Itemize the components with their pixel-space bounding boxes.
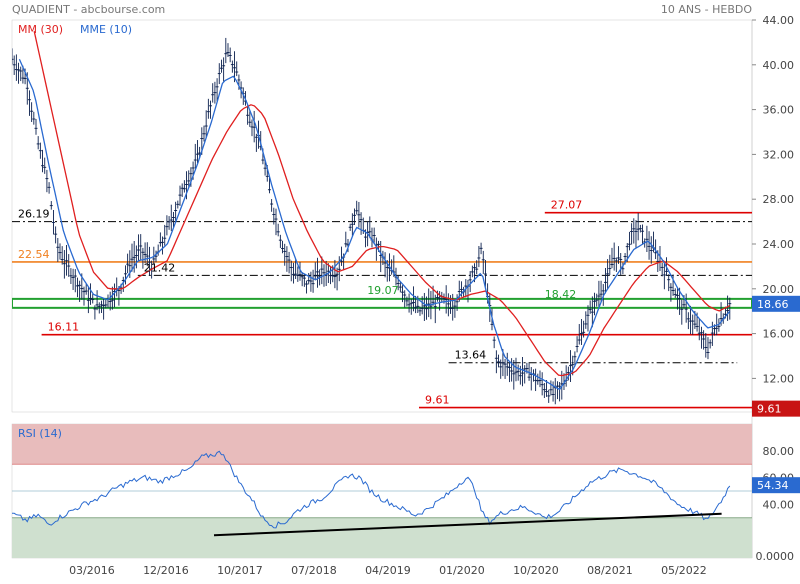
x-tick-label: 10/2017 bbox=[217, 564, 263, 577]
legend-rsi: RSI (14) bbox=[18, 427, 62, 440]
price-y-tick-label: 36.00 bbox=[763, 104, 795, 117]
chart-title: QUADIENT - abcbourse.com bbox=[12, 3, 165, 16]
x-tick-label: 03/2016 bbox=[69, 564, 115, 577]
x-tick-label: 12/2016 bbox=[143, 564, 189, 577]
price-y-tick-label: 12.00 bbox=[763, 372, 795, 385]
current-rsi-badge-text: 54.34 bbox=[757, 479, 789, 492]
level-label-13.64: 13.64 bbox=[455, 349, 487, 362]
rsi-y-tick-label: 0.0000 bbox=[756, 550, 795, 563]
current-rsi-badge-bg bbox=[752, 477, 800, 494]
x-tick-label: 01/2020 bbox=[439, 564, 485, 577]
x-tick-label: 08/2021 bbox=[587, 564, 633, 577]
level-label-16.11: 16.11 bbox=[48, 321, 80, 334]
channel-label-upper: 19.07 bbox=[367, 284, 399, 297]
x-tick-label: 10/2020 bbox=[513, 564, 559, 577]
rsi-oversold-zone bbox=[12, 517, 752, 558]
level-label-26.19: 26.19 bbox=[18, 208, 50, 221]
level-label-27.07: 27.07 bbox=[551, 199, 583, 212]
support-channel bbox=[12, 297, 752, 309]
legend-ema10: MME (10) bbox=[80, 23, 132, 36]
price-y-tick-label: 20.00 bbox=[763, 283, 795, 296]
price-y-tick-label: 44.00 bbox=[763, 14, 795, 27]
current-price-badge-bg bbox=[752, 295, 800, 312]
price-y-tick-label: 32.00 bbox=[763, 148, 795, 161]
channel-label-lower: 18.42 bbox=[545, 288, 577, 301]
rsi-trendline bbox=[213, 512, 722, 537]
rsi-y-tick-label: 80.00 bbox=[763, 445, 795, 458]
price-y-tick-label: 28.00 bbox=[763, 193, 795, 206]
low-level-badge-bg bbox=[752, 400, 800, 417]
price-panel bbox=[11, 19, 753, 413]
ema10-line bbox=[18, 58, 731, 391]
low-level-badge-text: 9.61 bbox=[757, 403, 782, 416]
ma30-line bbox=[33, 31, 731, 377]
rsi-overbought-zone bbox=[12, 424, 752, 465]
price-y-tick-label: 16.00 bbox=[763, 328, 795, 341]
legend-ma30: MM (30) bbox=[18, 23, 63, 36]
rsi-line bbox=[12, 450, 731, 529]
x-tick-label: 04/2019 bbox=[365, 564, 411, 577]
x-tick-label: 07/2018 bbox=[291, 564, 337, 577]
level-label-9.61: 9.61 bbox=[425, 394, 450, 407]
rsi-y-tick-label: 40.00 bbox=[763, 498, 795, 511]
price-y-tick-label: 24.00 bbox=[763, 238, 795, 251]
current-price-badge-text: 18.66 bbox=[757, 298, 789, 311]
x-tick-label: 05/2022 bbox=[661, 564, 707, 577]
level-label-21.42: 21.42 bbox=[144, 261, 176, 274]
level-label-22.54: 22.54 bbox=[18, 248, 50, 261]
chart-period: 10 ANS - HEBDO bbox=[661, 3, 752, 16]
price-y-tick-label: 40.00 bbox=[763, 59, 795, 72]
